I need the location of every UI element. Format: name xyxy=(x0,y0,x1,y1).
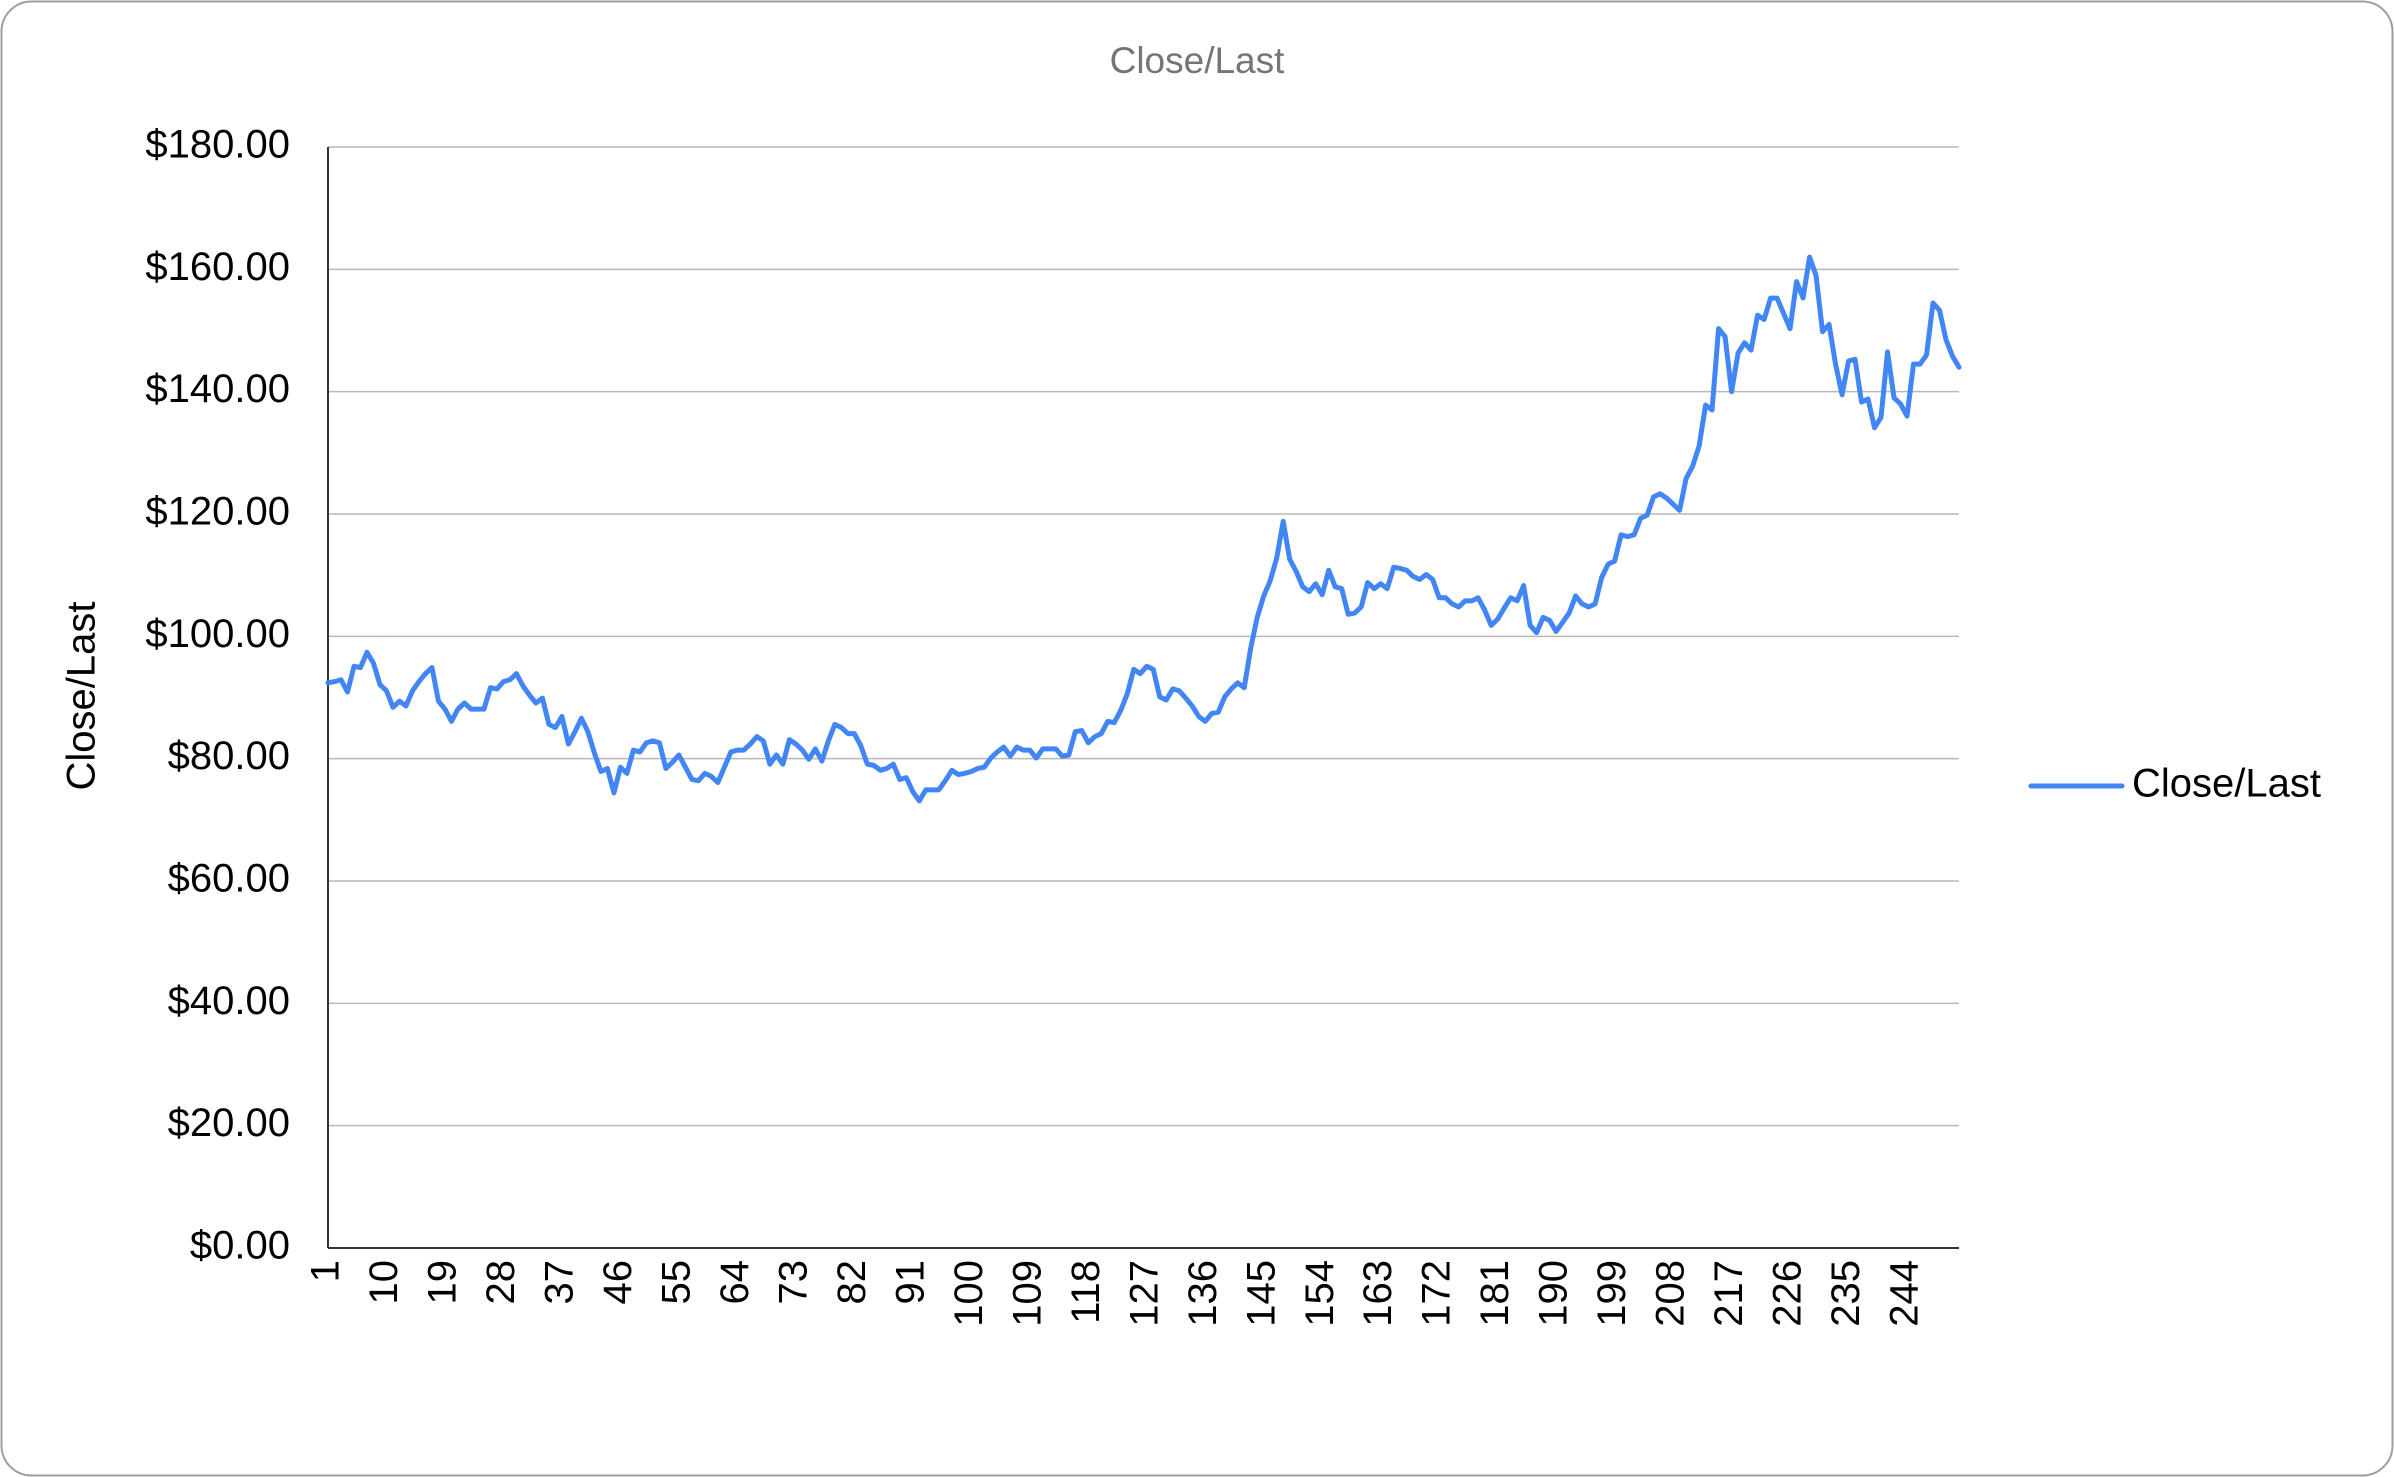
x-tick-label: 145 xyxy=(1239,1260,1283,1327)
data-line xyxy=(325,254,1962,804)
y-tick-label: $120.00 xyxy=(145,490,290,534)
x-tick-label: 1 xyxy=(304,1260,348,1282)
x-tick-label: 82 xyxy=(830,1260,874,1305)
x-tick-label: 100 xyxy=(947,1260,991,1327)
x-tick-label: 19 xyxy=(421,1260,465,1305)
x-tick-label: 154 xyxy=(1298,1260,1342,1327)
y-tick-label: $60.00 xyxy=(168,857,290,901)
x-tick-label: 46 xyxy=(596,1260,640,1305)
x-tick-label: 64 xyxy=(713,1260,757,1305)
x-tick-label: 235 xyxy=(1824,1260,1868,1327)
y-tick-label: $100.00 xyxy=(145,612,290,656)
x-tick-label: 37 xyxy=(537,1260,581,1305)
y-axis-title: Close/Last xyxy=(60,602,104,791)
x-tick-label: 217 xyxy=(1707,1260,1751,1327)
x-tick-label: 199 xyxy=(1590,1260,1634,1327)
x-tick-label: 190 xyxy=(1532,1260,1576,1327)
x-tick-label: 172 xyxy=(1415,1260,1459,1327)
legend-label: Close/Last xyxy=(2132,762,2321,806)
x-tick-label: 163 xyxy=(1356,1260,1400,1327)
x-tick-label: 109 xyxy=(1005,1260,1049,1327)
y-tick-label: $160.00 xyxy=(145,245,290,289)
y-tick-label: $0.00 xyxy=(190,1224,290,1268)
x-tick-label: 208 xyxy=(1649,1260,1693,1327)
chart-title: Close/Last xyxy=(1110,40,1286,81)
x-tick-label: 73 xyxy=(771,1260,815,1305)
x-tick-label: 127 xyxy=(1122,1260,1166,1327)
x-tick-label: 244 xyxy=(1883,1260,1927,1327)
x-tick-label: 55 xyxy=(654,1260,698,1305)
x-tick-label: 118 xyxy=(1064,1260,1108,1324)
y-tick-label: $20.00 xyxy=(168,1101,290,1145)
y-tick-label: $40.00 xyxy=(168,979,290,1023)
x-tick-label: 10 xyxy=(362,1260,406,1305)
y-tick-label: $180.00 xyxy=(145,123,290,167)
x-tick-label: 91 xyxy=(888,1260,932,1305)
x-tick-label: 181 xyxy=(1473,1260,1517,1327)
y-tick-label: $80.00 xyxy=(168,734,290,778)
y-tick-label: $140.00 xyxy=(145,367,290,411)
x-tick-label: 136 xyxy=(1181,1260,1225,1327)
x-tick-label: 28 xyxy=(479,1260,523,1305)
x-tick-label: 226 xyxy=(1766,1260,1810,1327)
